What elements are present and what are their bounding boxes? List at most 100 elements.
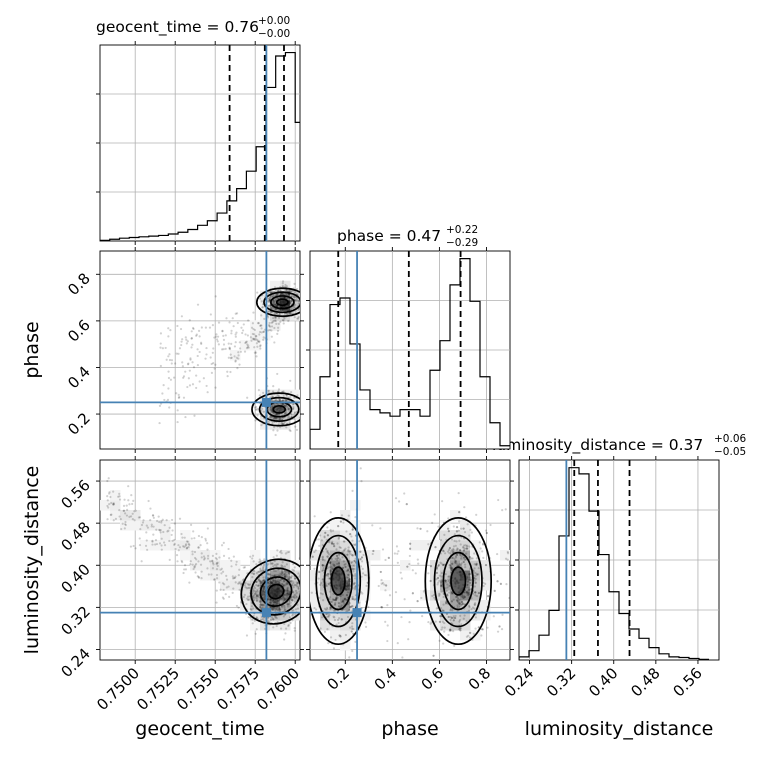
sample-point — [364, 621, 367, 624]
sample-point — [333, 545, 336, 548]
sample-point — [207, 573, 210, 576]
sample-point — [459, 603, 463, 606]
sample-point — [274, 615, 277, 618]
sample-point — [274, 600, 277, 603]
sample-point — [381, 581, 384, 585]
sample-point — [281, 573, 284, 576]
sample-point — [327, 574, 330, 578]
sample-point — [181, 536, 184, 539]
sample-point — [173, 543, 176, 546]
sample-point — [118, 509, 121, 512]
sample-point — [216, 561, 219, 564]
sample-point — [471, 557, 474, 560]
sample-point — [112, 503, 115, 506]
sample-point — [468, 591, 471, 594]
sample-point — [245, 634, 249, 637]
sample-point — [222, 334, 225, 337]
sample-point — [440, 562, 443, 565]
sample-point — [281, 284, 284, 287]
tick-label: 0.4 — [64, 363, 94, 393]
sample-point — [278, 296, 281, 300]
sample-point — [134, 509, 137, 512]
sample-point — [380, 578, 383, 582]
sample-point — [233, 576, 236, 580]
sample-point — [469, 578, 472, 581]
sample-point — [254, 590, 257, 593]
sample-point — [134, 547, 137, 550]
sample-point — [170, 362, 173, 365]
sample-point — [267, 573, 270, 576]
sample-point — [287, 578, 291, 581]
sample-point — [245, 347, 249, 350]
sample-point — [188, 581, 191, 584]
sample-point — [186, 385, 189, 389]
sample-point — [269, 580, 272, 584]
sample-point — [346, 609, 349, 613]
sample-point — [202, 377, 205, 380]
sample-point — [394, 497, 398, 500]
density-cell — [360, 610, 371, 621]
sample-point — [281, 403, 285, 406]
sample-point — [452, 548, 455, 551]
sample-point — [259, 344, 262, 347]
sample-point — [255, 580, 258, 583]
sample-point — [271, 405, 274, 408]
sample-point — [484, 563, 488, 567]
sample-point — [468, 604, 471, 608]
sample-point — [347, 568, 350, 571]
density-cell — [290, 310, 300, 321]
sample-point — [219, 568, 222, 571]
sample-point — [348, 602, 351, 605]
sample-point — [251, 595, 254, 598]
sample-point — [286, 589, 289, 592]
density-cell — [460, 520, 471, 531]
sample-point — [278, 413, 281, 416]
sample-point — [506, 552, 510, 555]
sample-point — [280, 305, 284, 309]
sample-point — [188, 319, 191, 322]
sample-point — [337, 524, 340, 528]
sample-point — [275, 402, 279, 405]
sample-point — [275, 563, 278, 566]
sample-point — [244, 582, 247, 585]
sample-point — [492, 615, 495, 618]
sample-point — [213, 336, 216, 339]
sample-point — [479, 547, 482, 550]
sample-point — [444, 579, 447, 582]
sample-point — [380, 606, 384, 609]
contour-level — [267, 583, 285, 600]
sample-point — [285, 582, 288, 585]
sample-point — [252, 311, 255, 314]
sample-point — [268, 600, 271, 603]
sample-point — [286, 308, 289, 311]
sample-point — [444, 579, 447, 582]
sample-point — [269, 406, 272, 409]
sample-point — [345, 576, 348, 579]
density-cell — [140, 540, 151, 551]
sample-point — [281, 282, 284, 285]
sample-point — [209, 356, 212, 359]
sample-point — [206, 527, 209, 530]
sample-point — [269, 307, 273, 310]
sample-point — [238, 588, 241, 591]
sample-point — [192, 366, 196, 369]
sample-point — [360, 591, 363, 594]
sample-point — [260, 569, 263, 572]
sample-point — [367, 605, 370, 609]
sample-point — [280, 549, 283, 552]
sample-point — [272, 579, 275, 582]
sample-point — [269, 598, 272, 601]
sample-point — [250, 572, 254, 575]
sample-point — [249, 336, 253, 339]
sample-point — [276, 568, 279, 571]
density-cell — [110, 500, 121, 511]
sample-point — [481, 550, 484, 553]
density-cell — [340, 570, 351, 581]
sample-point — [455, 526, 459, 529]
sample-point — [177, 352, 180, 355]
sample-point — [384, 620, 387, 623]
sample-point — [329, 528, 332, 532]
sample-point — [455, 599, 459, 602]
sample-point — [234, 341, 237, 344]
sample-point — [244, 586, 247, 589]
